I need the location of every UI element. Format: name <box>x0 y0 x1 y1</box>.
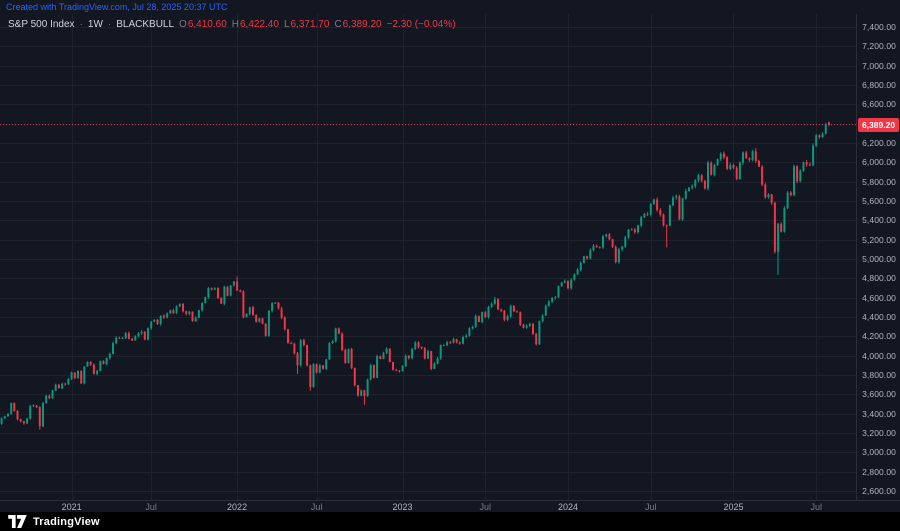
attribution-bar: Created with TradingView.com, Jul 28, 20… <box>0 0 900 14</box>
candles-up-bodies <box>0 124 827 427</box>
time-axis-label: 2024 <box>557 502 579 512</box>
price-axis[interactable]: 6,389.20 7,400.00 7,200.00 7,000.00 6,800.0… <box>856 14 900 500</box>
price-axis-label: 6,200.00 <box>862 137 896 148</box>
time-axis-label: Jul <box>479 502 492 512</box>
price-axis-label: 6,800.00 <box>862 79 896 90</box>
time-axis-label: 2025 <box>723 502 744 512</box>
price-axis-label: 3,800.00 <box>862 369 896 380</box>
time-axis-label: 2021 <box>61 502 82 512</box>
price-axis-label: 4,200.00 <box>862 331 896 342</box>
low-value: L 6,371.70 <box>283 19 330 30</box>
price-axis-label: 5,600.00 <box>862 195 896 206</box>
brand-name[interactable]: TradingView <box>33 515 100 528</box>
price-axis-label: 2,800.00 <box>862 466 896 477</box>
price-axis-label: 5,200.00 <box>862 234 896 245</box>
grid-lines <box>0 14 856 500</box>
price-chart[interactable] <box>0 14 856 500</box>
price-axis-label: 5,800.00 <box>862 176 896 187</box>
candles-down-wicks <box>13 121 830 430</box>
price-axis-label: 7,200.00 <box>862 41 896 52</box>
time-axis-label: 2022 <box>227 502 248 512</box>
open-value: O 6,410.60 <box>179 19 227 30</box>
candles-up-wicks <box>1 122 827 428</box>
price-axis-label: 3,600.00 <box>862 389 896 400</box>
price-axis-label: 4,400.00 <box>862 311 896 322</box>
time-axis[interactable]: 2021 Jul 2022 Jul 2023 Jul 2024 Jul 2025 Jul <box>0 500 900 512</box>
chart-legend: S&P 500 Index · 1W · BLACKBULL O 6,410.60… <box>8 19 456 31</box>
time-axis-label: Jul <box>310 502 323 512</box>
price-axis-label: 6,600.00 <box>862 99 896 110</box>
price-axis-label: 2,600.00 <box>862 485 896 496</box>
last-price-badge: 6,389.20 <box>858 117 899 132</box>
price-axis-label: 4,600.00 <box>862 292 896 303</box>
close-value: C 6,389.20 <box>334 19 382 30</box>
high-value: H 6,422.40 <box>231 19 279 30</box>
chart-area[interactable]: S&P 500 Index · 1W · BLACKBULL O 6,410.60… <box>0 14 856 500</box>
price-axis-label: 5,000.00 <box>862 253 896 264</box>
legend-separator: · <box>107 19 112 30</box>
time-axis-label: Jul <box>810 502 822 512</box>
price-axis-label: 4,800.00 <box>862 273 896 284</box>
time-axis-label: Jul <box>644 502 657 512</box>
footer-bar: TradingView <box>0 512 900 531</box>
price-axis-label: 7,400.00 <box>862 21 896 32</box>
tradingview-logo-icon[interactable] <box>8 515 27 528</box>
price-axis-label: 3,400.00 <box>862 408 896 419</box>
price-axis-label: 3,200.00 <box>862 427 896 438</box>
change-value: −2.30 (−0.04%) <box>386 19 456 30</box>
time-axis-label: Jul <box>145 502 157 512</box>
attribution-link[interactable]: Created with TradingView.com, Jul 28, 20… <box>6 2 228 12</box>
interval-label[interactable]: 1W <box>87 19 103 30</box>
price-axis-label: 7,000.00 <box>862 60 896 71</box>
chart-pane: S&P 500 Index · 1W · BLACKBULL O 6,410.60… <box>0 14 900 500</box>
price-axis-label: 4,000.00 <box>862 350 896 361</box>
price-axis-label: 6,000.00 <box>862 157 896 168</box>
time-axis-label: 2023 <box>392 502 413 512</box>
symbol-title[interactable]: S&P 500 Index <box>8 19 75 30</box>
legend-separator: · <box>79 19 83 30</box>
price-axis-label: 5,400.00 <box>862 215 896 226</box>
price-axis-label: 3,000.00 <box>862 447 896 458</box>
data-source-label: BLACKBULL <box>116 19 175 30</box>
